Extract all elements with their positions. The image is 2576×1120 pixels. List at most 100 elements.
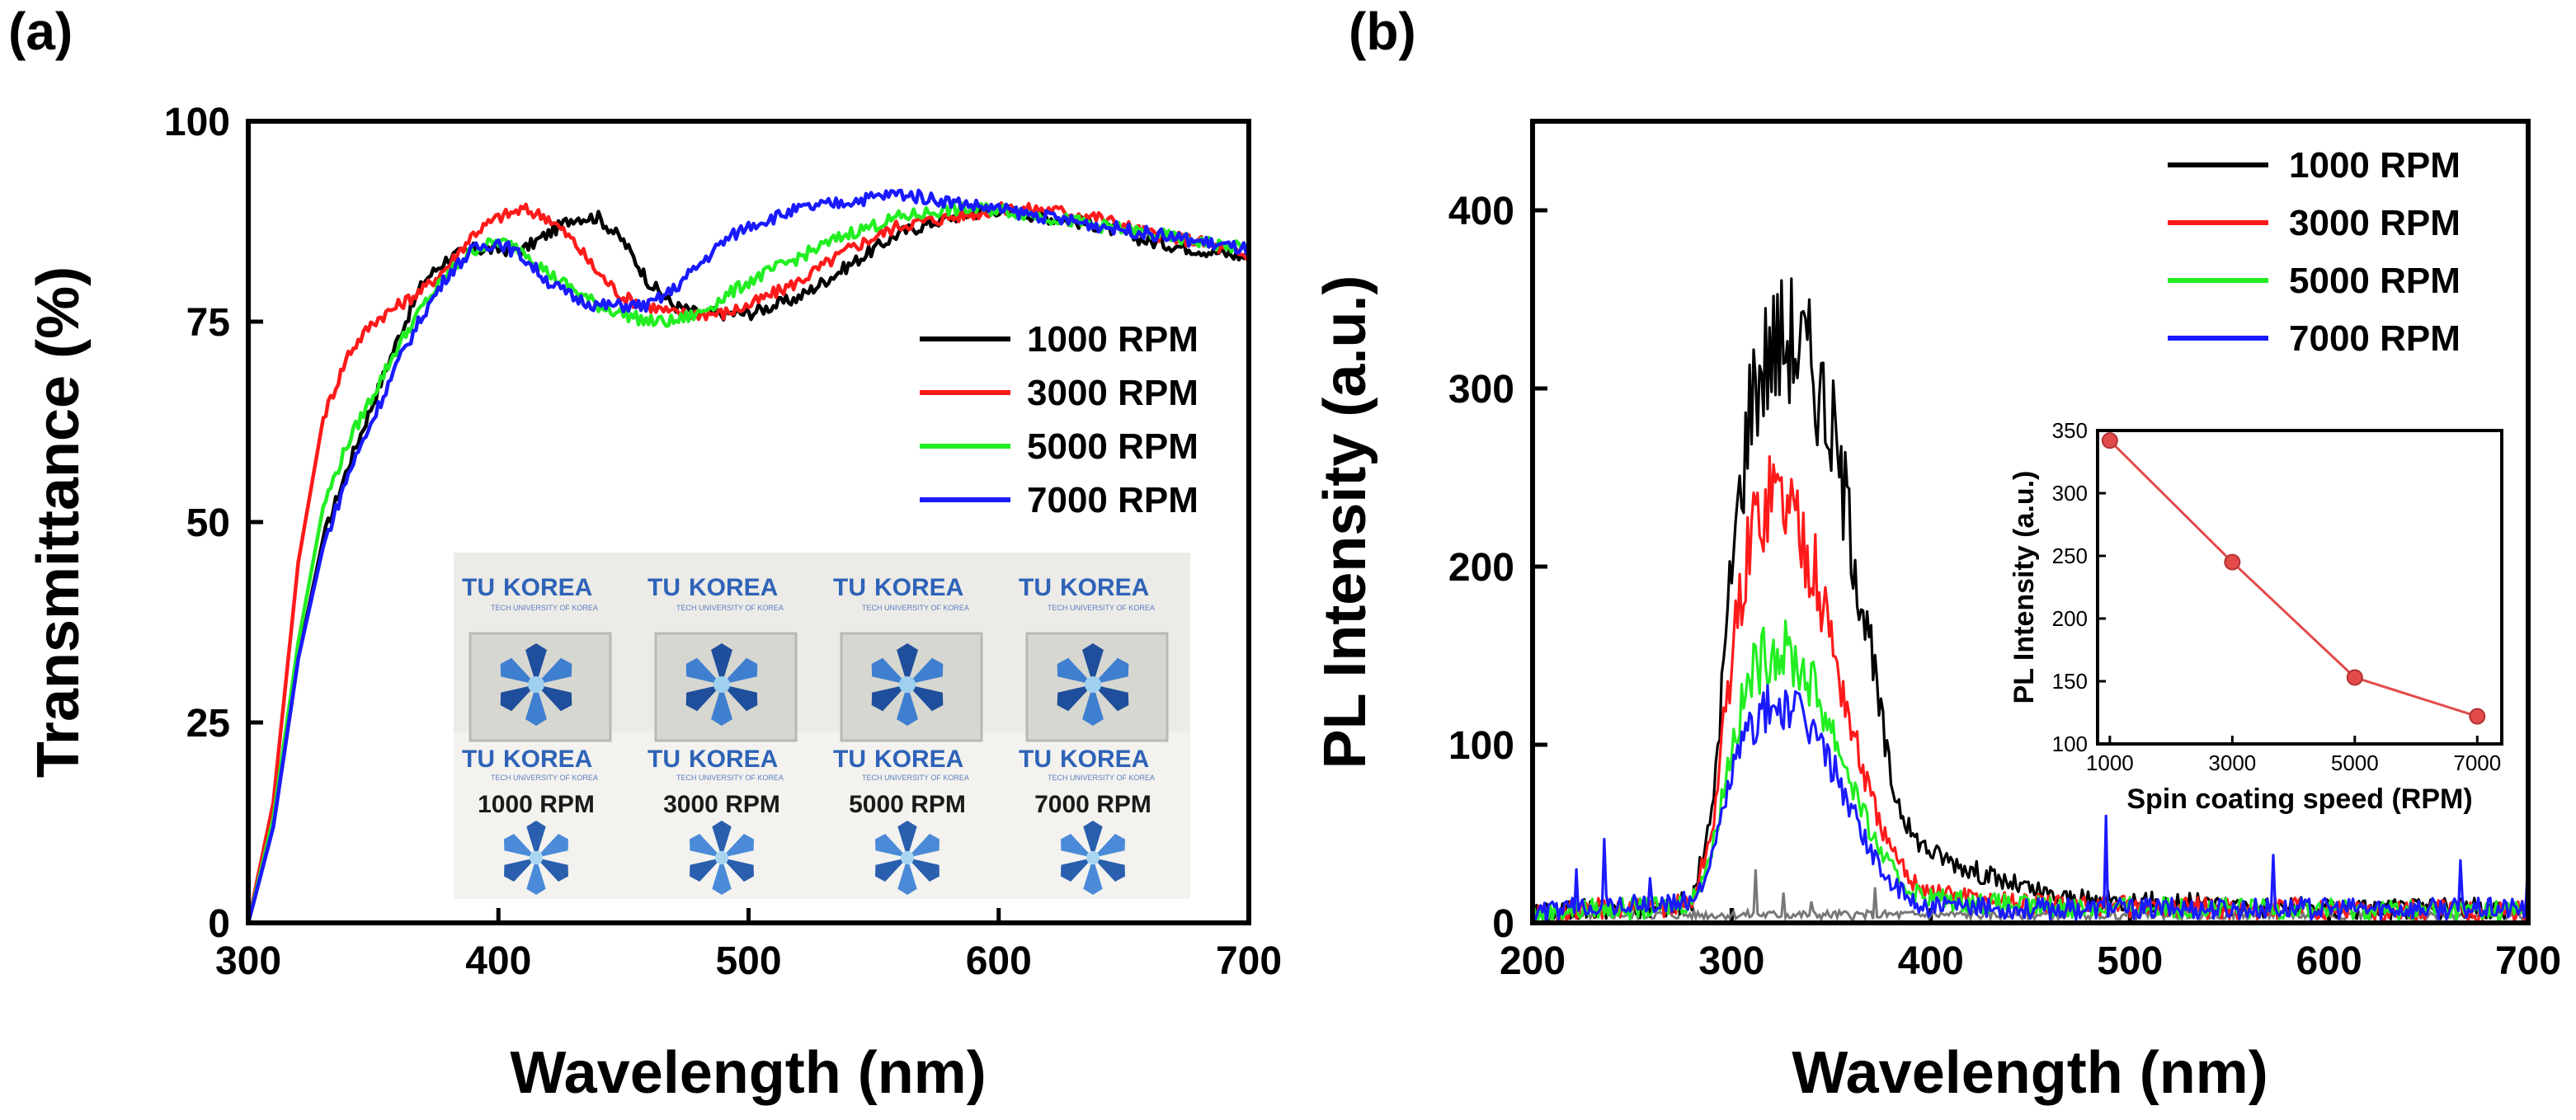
emblem-petal <box>711 643 732 685</box>
photo-logo-subtitle-lower: TECH UNIVERSITY OF KOREA <box>1048 774 1155 782</box>
panel-b-x-axis-title: Wavelength (nm) <box>1792 1040 2268 1106</box>
inset-y-tick-label: 350 <box>2052 418 2088 443</box>
emblem-petal <box>897 643 918 685</box>
emblem-petal <box>907 657 944 685</box>
emblem-petal <box>525 685 547 726</box>
panel-b-x-tick-label: 400 <box>1898 939 1964 983</box>
emblem-petal <box>1093 833 1125 858</box>
emblem-petal <box>1093 657 1129 685</box>
panel-a-y-tick-label: 75 <box>186 301 230 345</box>
panel-b-y-axis-title: PL Intensity (a.u.) <box>1312 275 1378 769</box>
panel-b-y-tick-label: 400 <box>1448 190 1514 233</box>
panel-b-x-tick-label: 700 <box>2495 939 2561 983</box>
inset-x-tick-label: 5000 <box>2331 751 2379 775</box>
emblem-petal <box>907 833 940 858</box>
panel-a-x-tick-label: 300 <box>215 939 281 983</box>
emblem-petal <box>504 858 536 882</box>
panel-b-y-tick-label: 0 <box>1492 902 1514 946</box>
emblem-center <box>528 676 544 693</box>
inset-x-tick-label: 3000 <box>2208 751 2256 775</box>
photo-logo-prefix: TU <box>1019 574 1052 601</box>
inset-y-tick-label: 300 <box>2052 481 2088 506</box>
panel-a-series-7000-rpm <box>246 188 1251 924</box>
emblem-icon-lower <box>875 821 940 895</box>
panel-b-label: (b) <box>1349 2 1416 61</box>
panel-a-legend-label: 7000 RPM <box>1027 480 1199 520</box>
emblem-icon-lower <box>690 821 754 895</box>
panel-b-legend-label: 7000 RPM <box>2289 318 2461 359</box>
emblem-petal <box>526 858 546 895</box>
emblem-icon <box>871 643 944 726</box>
emblem-petal <box>722 657 758 685</box>
inset-y-axis-title: PL Intensity (a.u.) <box>2009 471 2040 704</box>
photo-logo-prefix-lower: TU <box>462 746 495 773</box>
photo-rpm-label: 7000 RPM <box>1034 791 1151 818</box>
emblem-petal <box>690 833 722 858</box>
inset-y-tick-label: 100 <box>2052 732 2088 756</box>
emblem-petal <box>504 833 536 858</box>
inset-data-point <box>2346 669 2363 686</box>
inset-data-point <box>2224 553 2241 571</box>
photo-logo-subtitle: TECH UNIVERSITY OF KOREA <box>491 604 598 612</box>
emblem-petal <box>711 685 732 726</box>
photo-logo-suffix-lower: KOREA <box>503 746 592 773</box>
panel-a-x-tick-label: 600 <box>966 939 1032 983</box>
panel-b-legend: 1000 RPM 3000 RPM 5000 RPM 7000 RPM <box>2168 145 2461 359</box>
emblem-petal <box>871 685 907 712</box>
inset-background <box>2098 431 2502 744</box>
emblem-petal <box>536 833 568 858</box>
inset-x-tick-label: 7000 <box>2453 751 2501 775</box>
emblem-petal <box>897 685 918 726</box>
photo-logo-subtitle: TECH UNIVERSITY OF KOREA <box>676 604 784 612</box>
panel-a-y-tick-label: 25 <box>186 702 230 746</box>
photo-rpm-label: 5000 RPM <box>849 791 966 818</box>
panel-a-legend-label: 1000 RPM <box>1027 319 1199 360</box>
panel-b-y-tick-label: 100 <box>1448 724 1514 768</box>
emblem-petal <box>712 821 732 858</box>
emblem-petal <box>1083 821 1103 858</box>
photo-logo-prefix: TU <box>833 574 866 601</box>
inset-frame <box>2096 429 2503 746</box>
emblem-petal <box>690 858 722 882</box>
panel-a-y-tick-label: 0 <box>208 902 230 946</box>
photo-logo-prefix: TU <box>648 574 680 601</box>
panel-b-frame <box>1530 119 2531 925</box>
panel-b-legend-label: 5000 RPM <box>2289 261 2461 301</box>
panel-a-legend-label: 3000 RPM <box>1027 373 1199 413</box>
photo-logo-suffix: KOREA <box>689 574 778 601</box>
inset-x-tick-label: 1000 <box>2086 751 2134 775</box>
emblem-petal <box>897 858 917 895</box>
pl-vs-speed-inset: 1000 3000 5000 7000 100 150 200 250 300 350 Spin … <box>2009 418 2503 815</box>
panel-a-frame <box>246 119 1251 925</box>
inset-y-tick-label: 250 <box>2052 544 2088 568</box>
inset-data-point <box>2469 708 2486 725</box>
emblem-icon <box>685 643 758 726</box>
photo-logo-suffix: KOREA <box>503 574 592 601</box>
panel-a-y-tick-label: 100 <box>164 101 230 144</box>
emblem-petal <box>500 685 536 712</box>
panel-b-series-7000-rpm <box>1531 684 2530 925</box>
panel-b-legend-label: 3000 RPM <box>2289 203 2461 243</box>
emblem-petal <box>722 685 758 712</box>
emblem-icon-lower <box>1061 821 1125 895</box>
emblem-petal <box>907 685 944 712</box>
emblem-petal <box>1082 643 1104 685</box>
emblem-center <box>899 676 916 693</box>
emblem-petal <box>907 858 940 882</box>
photo-logo-suffix: KOREA <box>1060 574 1149 601</box>
panel-b-x-tick-label: 200 <box>1500 939 1566 983</box>
panel-b-y-tick-label: 200 <box>1448 546 1514 590</box>
emblem-petal <box>685 657 722 685</box>
photo-logo-subtitle-lower: TECH UNIVERSITY OF KOREA <box>491 774 598 782</box>
panel-b-legend-label: 1000 RPM <box>2289 145 2461 186</box>
panel-a-x-tick-label: 700 <box>1216 939 1282 983</box>
panel-b-x-tick-label: 500 <box>2097 939 2163 983</box>
photo-logo-subtitle-lower: TECH UNIVERSITY OF KOREA <box>676 774 784 782</box>
emblem-petal <box>1093 685 1129 712</box>
emblem-icon-lower <box>504 821 568 895</box>
